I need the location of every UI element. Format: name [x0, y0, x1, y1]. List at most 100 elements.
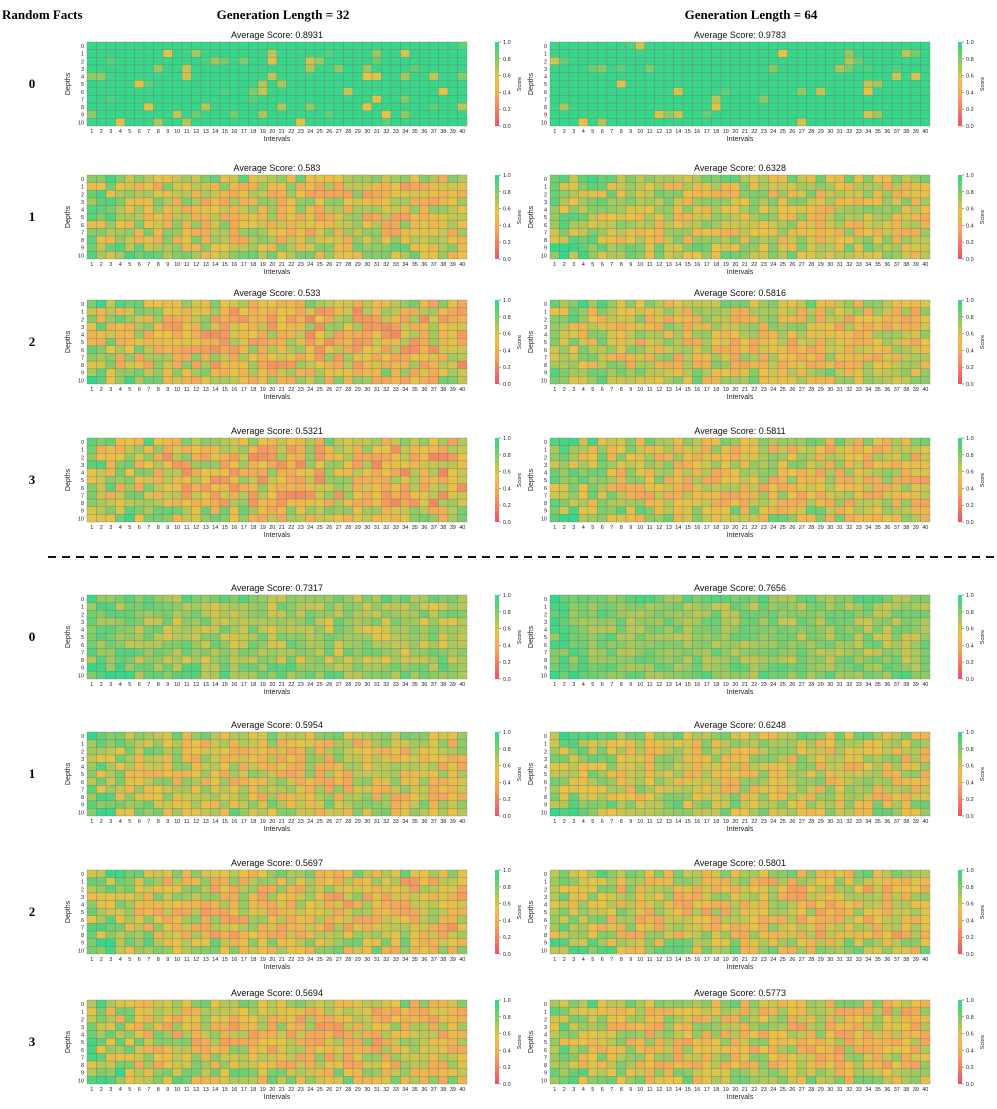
x-tick-label: 23 — [298, 129, 304, 135]
heatmap-cell — [587, 235, 598, 244]
heatmap-cell — [314, 640, 325, 649]
heatmap-cell — [777, 648, 788, 657]
heatmap-cell — [400, 315, 411, 324]
heatmap-cell — [295, 220, 306, 229]
x-axis-label: Intervals — [727, 394, 754, 401]
colorbar-tick-label: 1.0 — [503, 40, 511, 46]
heatmap-cell — [134, 72, 145, 81]
heatmap-cell — [882, 190, 893, 199]
heatmap-cell — [134, 322, 145, 331]
heatmap-cell — [143, 368, 154, 377]
heatmap-cell — [720, 345, 731, 354]
heatmap-cell — [86, 299, 97, 308]
heatmap-cell — [191, 514, 202, 523]
heatmap-cell — [853, 228, 864, 237]
heatmap-cell — [181, 64, 192, 73]
row-label: 0 — [29, 76, 36, 91]
heatmap-cell — [616, 322, 627, 331]
heatmap-cell — [219, 445, 230, 454]
heatmap-cell — [749, 330, 760, 339]
heatmap-cell — [210, 64, 221, 73]
heatmap-cell — [362, 57, 373, 66]
heatmap-cell — [428, 610, 439, 619]
heatmap-cell — [362, 338, 373, 346]
heatmap-cell — [872, 235, 883, 244]
heatmap-cell — [920, 307, 931, 316]
heatmap-cell — [162, 64, 173, 73]
heatmap-cell — [654, 445, 665, 454]
heatmap-cell — [305, 655, 316, 664]
heatmap-cell — [191, 205, 202, 214]
heatmap-cell — [276, 243, 287, 252]
heatmap-cell — [787, 506, 798, 515]
heatmap-cell — [419, 514, 430, 523]
heatmap-cell — [559, 498, 570, 507]
heatmap-cell — [853, 299, 864, 308]
heatmap-cell — [305, 345, 316, 354]
heatmap-cell — [920, 663, 931, 672]
heatmap-cell — [654, 625, 665, 634]
heatmap-cell — [663, 338, 674, 346]
heatmap-cell — [749, 360, 760, 369]
heatmap-cell — [549, 633, 560, 641]
heatmap-cell — [787, 87, 798, 96]
heatmap-cell — [597, 330, 608, 339]
heatmap-cell — [616, 453, 627, 462]
heatmap-cell — [191, 315, 202, 324]
heatmap-cell — [720, 437, 731, 446]
colorbar-tick-label: 0.4 — [503, 643, 511, 649]
heatmap-cell — [739, 602, 750, 611]
heatmap-cell — [616, 655, 627, 664]
heatmap-cell — [654, 338, 665, 346]
heatmap-cell — [559, 610, 570, 619]
heatmap-cell — [749, 498, 760, 507]
heatmap-cell — [692, 102, 703, 111]
heatmap-cell — [191, 338, 202, 346]
heatmap-cell — [635, 376, 646, 385]
heatmap-cell — [286, 617, 297, 626]
heatmap-cell — [682, 633, 693, 641]
heatmap-cell — [276, 498, 287, 507]
heatmap-cell — [229, 648, 240, 657]
y-tick-label: 10 — [541, 253, 547, 259]
heatmap-cell — [597, 299, 608, 308]
heatmap-cell — [559, 437, 570, 446]
heatmap-cell — [172, 251, 183, 260]
heatmap-cell — [559, 633, 570, 641]
heatmap-cell — [825, 205, 836, 214]
heatmap-cell — [162, 648, 173, 657]
heatmap-cell — [815, 633, 826, 641]
heatmap-cell — [314, 64, 325, 73]
heatmap-cell — [162, 617, 173, 626]
heatmap-cell — [901, 102, 912, 111]
heatmap-cell — [333, 49, 344, 58]
heatmap-cell — [692, 617, 703, 626]
heatmap-cell — [181, 251, 192, 260]
heatmap-cell — [654, 655, 665, 664]
heatmap-cell — [400, 80, 411, 88]
heatmap-cell — [400, 360, 411, 369]
heatmap-cell — [863, 602, 874, 611]
heatmap-cell — [409, 299, 420, 308]
heatmap-cell — [673, 468, 684, 477]
heatmap-cell — [853, 110, 864, 119]
heatmap-cell — [457, 368, 468, 377]
heatmap-cell — [371, 322, 382, 331]
heatmap-cell — [409, 460, 420, 469]
x-tick-label: 2 — [100, 387, 103, 393]
heatmap-cell — [673, 87, 684, 96]
row-label: 2 — [29, 904, 36, 919]
heatmap-cell — [616, 87, 627, 96]
heatmap-cell — [825, 49, 836, 58]
heatmap-cell — [616, 460, 627, 469]
heatmap-cell — [692, 64, 703, 73]
heatmap-cell — [96, 251, 107, 260]
heatmap-cell — [143, 213, 154, 221]
heatmap-cell — [891, 41, 902, 50]
y-tick-label: 4 — [544, 471, 547, 477]
heatmap-cell — [343, 330, 354, 339]
heatmap-cell — [447, 491, 458, 500]
heatmap-cell — [578, 445, 589, 454]
x-tick-label: 36 — [884, 262, 890, 268]
